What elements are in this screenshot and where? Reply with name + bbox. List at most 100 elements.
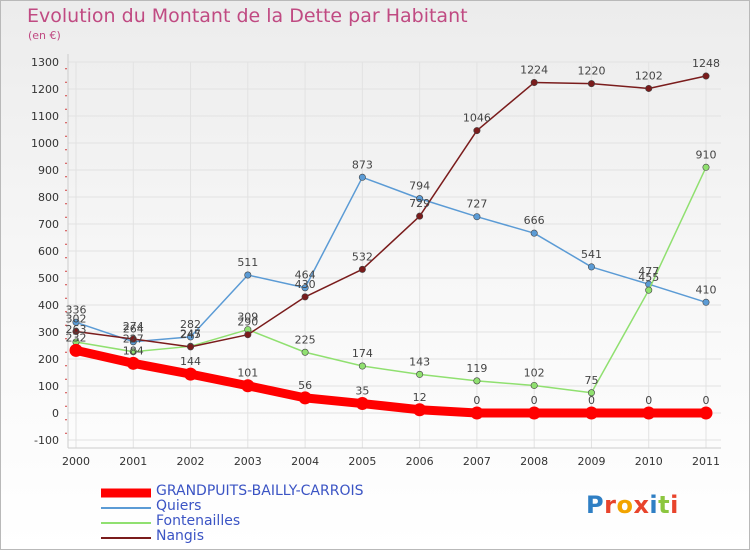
data-label: 227 xyxy=(123,333,144,346)
unit-label: (en €) xyxy=(28,29,61,42)
y-tick-label: 600 xyxy=(38,245,59,258)
data-point xyxy=(358,265,366,273)
data-label: 282 xyxy=(180,318,201,331)
data-label: 35 xyxy=(355,385,369,398)
y-tick-label: 800 xyxy=(38,191,59,204)
data-point xyxy=(187,333,195,341)
data-point xyxy=(527,406,541,420)
legend-label: GRANDPUITS-BAILLY-CARROIS xyxy=(156,483,364,499)
data-point xyxy=(642,406,656,420)
data-label: 263 xyxy=(66,323,87,336)
data-label: 727 xyxy=(466,198,487,211)
data-point xyxy=(72,327,80,335)
data-point xyxy=(584,406,598,420)
data-point xyxy=(358,362,366,370)
logo-letter: t xyxy=(658,491,671,519)
data-label: 0 xyxy=(473,394,480,407)
data-point xyxy=(416,212,424,220)
data-point xyxy=(587,80,595,88)
data-point xyxy=(473,127,481,135)
data-label: 464 xyxy=(295,269,316,282)
data-point xyxy=(473,213,481,221)
logo-letter: o xyxy=(616,491,634,519)
y-tick-label: 400 xyxy=(38,299,59,312)
legend-swatch xyxy=(101,536,151,539)
data-point xyxy=(129,348,137,356)
data-point xyxy=(702,163,710,171)
chart-title: Evolution du Montant de la Dette par Hab… xyxy=(27,5,468,27)
legend-swatch xyxy=(101,506,151,509)
y-tick-label: 300 xyxy=(38,326,59,339)
data-label: 0 xyxy=(645,394,652,407)
series-line xyxy=(75,176,707,343)
x-tick-label: 2009 xyxy=(577,455,605,468)
legend-label: Nangis xyxy=(156,528,204,544)
x-tick-label: 2000 xyxy=(62,455,90,468)
logo-letter: x xyxy=(633,491,650,519)
x-tick-label: 2007 xyxy=(463,455,491,468)
data-label: 336 xyxy=(66,303,87,316)
data-point xyxy=(244,331,252,339)
legend-swatch xyxy=(101,521,151,524)
data-point xyxy=(416,195,424,203)
data-point xyxy=(298,391,312,405)
data-point xyxy=(187,343,195,351)
y-tick-label: 1000 xyxy=(31,137,59,150)
y-tick-label: 1200 xyxy=(31,83,59,96)
data-label: 12 xyxy=(413,391,427,404)
data-point xyxy=(358,173,366,181)
data-label: 666 xyxy=(524,214,545,227)
data-label: 1220 xyxy=(577,65,605,78)
data-point xyxy=(126,356,140,370)
data-label: 264 xyxy=(123,323,144,336)
data-label: 119 xyxy=(466,362,487,375)
data-point xyxy=(470,406,484,420)
data-label: 477 xyxy=(638,265,659,278)
x-tick-label: 2004 xyxy=(291,455,319,468)
y-tick-label: 500 xyxy=(38,272,59,285)
data-label: 290 xyxy=(237,316,258,329)
x-tick-label: 2006 xyxy=(406,455,434,468)
data-label: 1248 xyxy=(692,57,720,70)
y-tick-label: 700 xyxy=(38,218,59,231)
data-label: 56 xyxy=(298,379,312,392)
series-line xyxy=(75,166,707,394)
logo-letter: r xyxy=(604,491,617,519)
data-label: 729 xyxy=(409,197,430,210)
data-label: 274 xyxy=(123,320,144,333)
data-label: 910 xyxy=(696,148,717,161)
data-label: 0 xyxy=(531,394,538,407)
data-label: 302 xyxy=(66,312,87,325)
data-label: 0 xyxy=(703,394,710,407)
data-label: 873 xyxy=(352,158,373,171)
data-label: 455 xyxy=(638,271,659,284)
data-label: 410 xyxy=(696,283,717,296)
data-label: 532 xyxy=(352,250,373,263)
data-point xyxy=(241,379,255,393)
data-label: 144 xyxy=(180,355,201,368)
data-label: 232 xyxy=(66,331,87,344)
data-label: 1202 xyxy=(635,69,663,82)
logo-letter: i xyxy=(649,491,659,519)
y-tick-label: 0 xyxy=(52,407,59,420)
data-point xyxy=(413,403,427,417)
data-point xyxy=(587,263,595,271)
logo-letter: P xyxy=(586,491,605,519)
y-tick-label: -100 xyxy=(34,434,59,447)
x-tick-label: 2001 xyxy=(119,455,147,468)
legend-label: Quiers xyxy=(156,498,202,514)
data-label: 1046 xyxy=(463,112,491,125)
data-point xyxy=(587,389,595,397)
data-point xyxy=(72,318,80,326)
data-label: 247 xyxy=(180,327,201,340)
data-point xyxy=(301,284,309,292)
proxiti-logo: Proxiti xyxy=(586,491,679,519)
data-label: 0 xyxy=(588,394,595,407)
y-tick-label: 900 xyxy=(38,164,59,177)
data-point xyxy=(473,377,481,385)
data-point xyxy=(355,397,369,411)
data-label: 794 xyxy=(409,180,430,193)
data-label: 309 xyxy=(237,311,258,324)
